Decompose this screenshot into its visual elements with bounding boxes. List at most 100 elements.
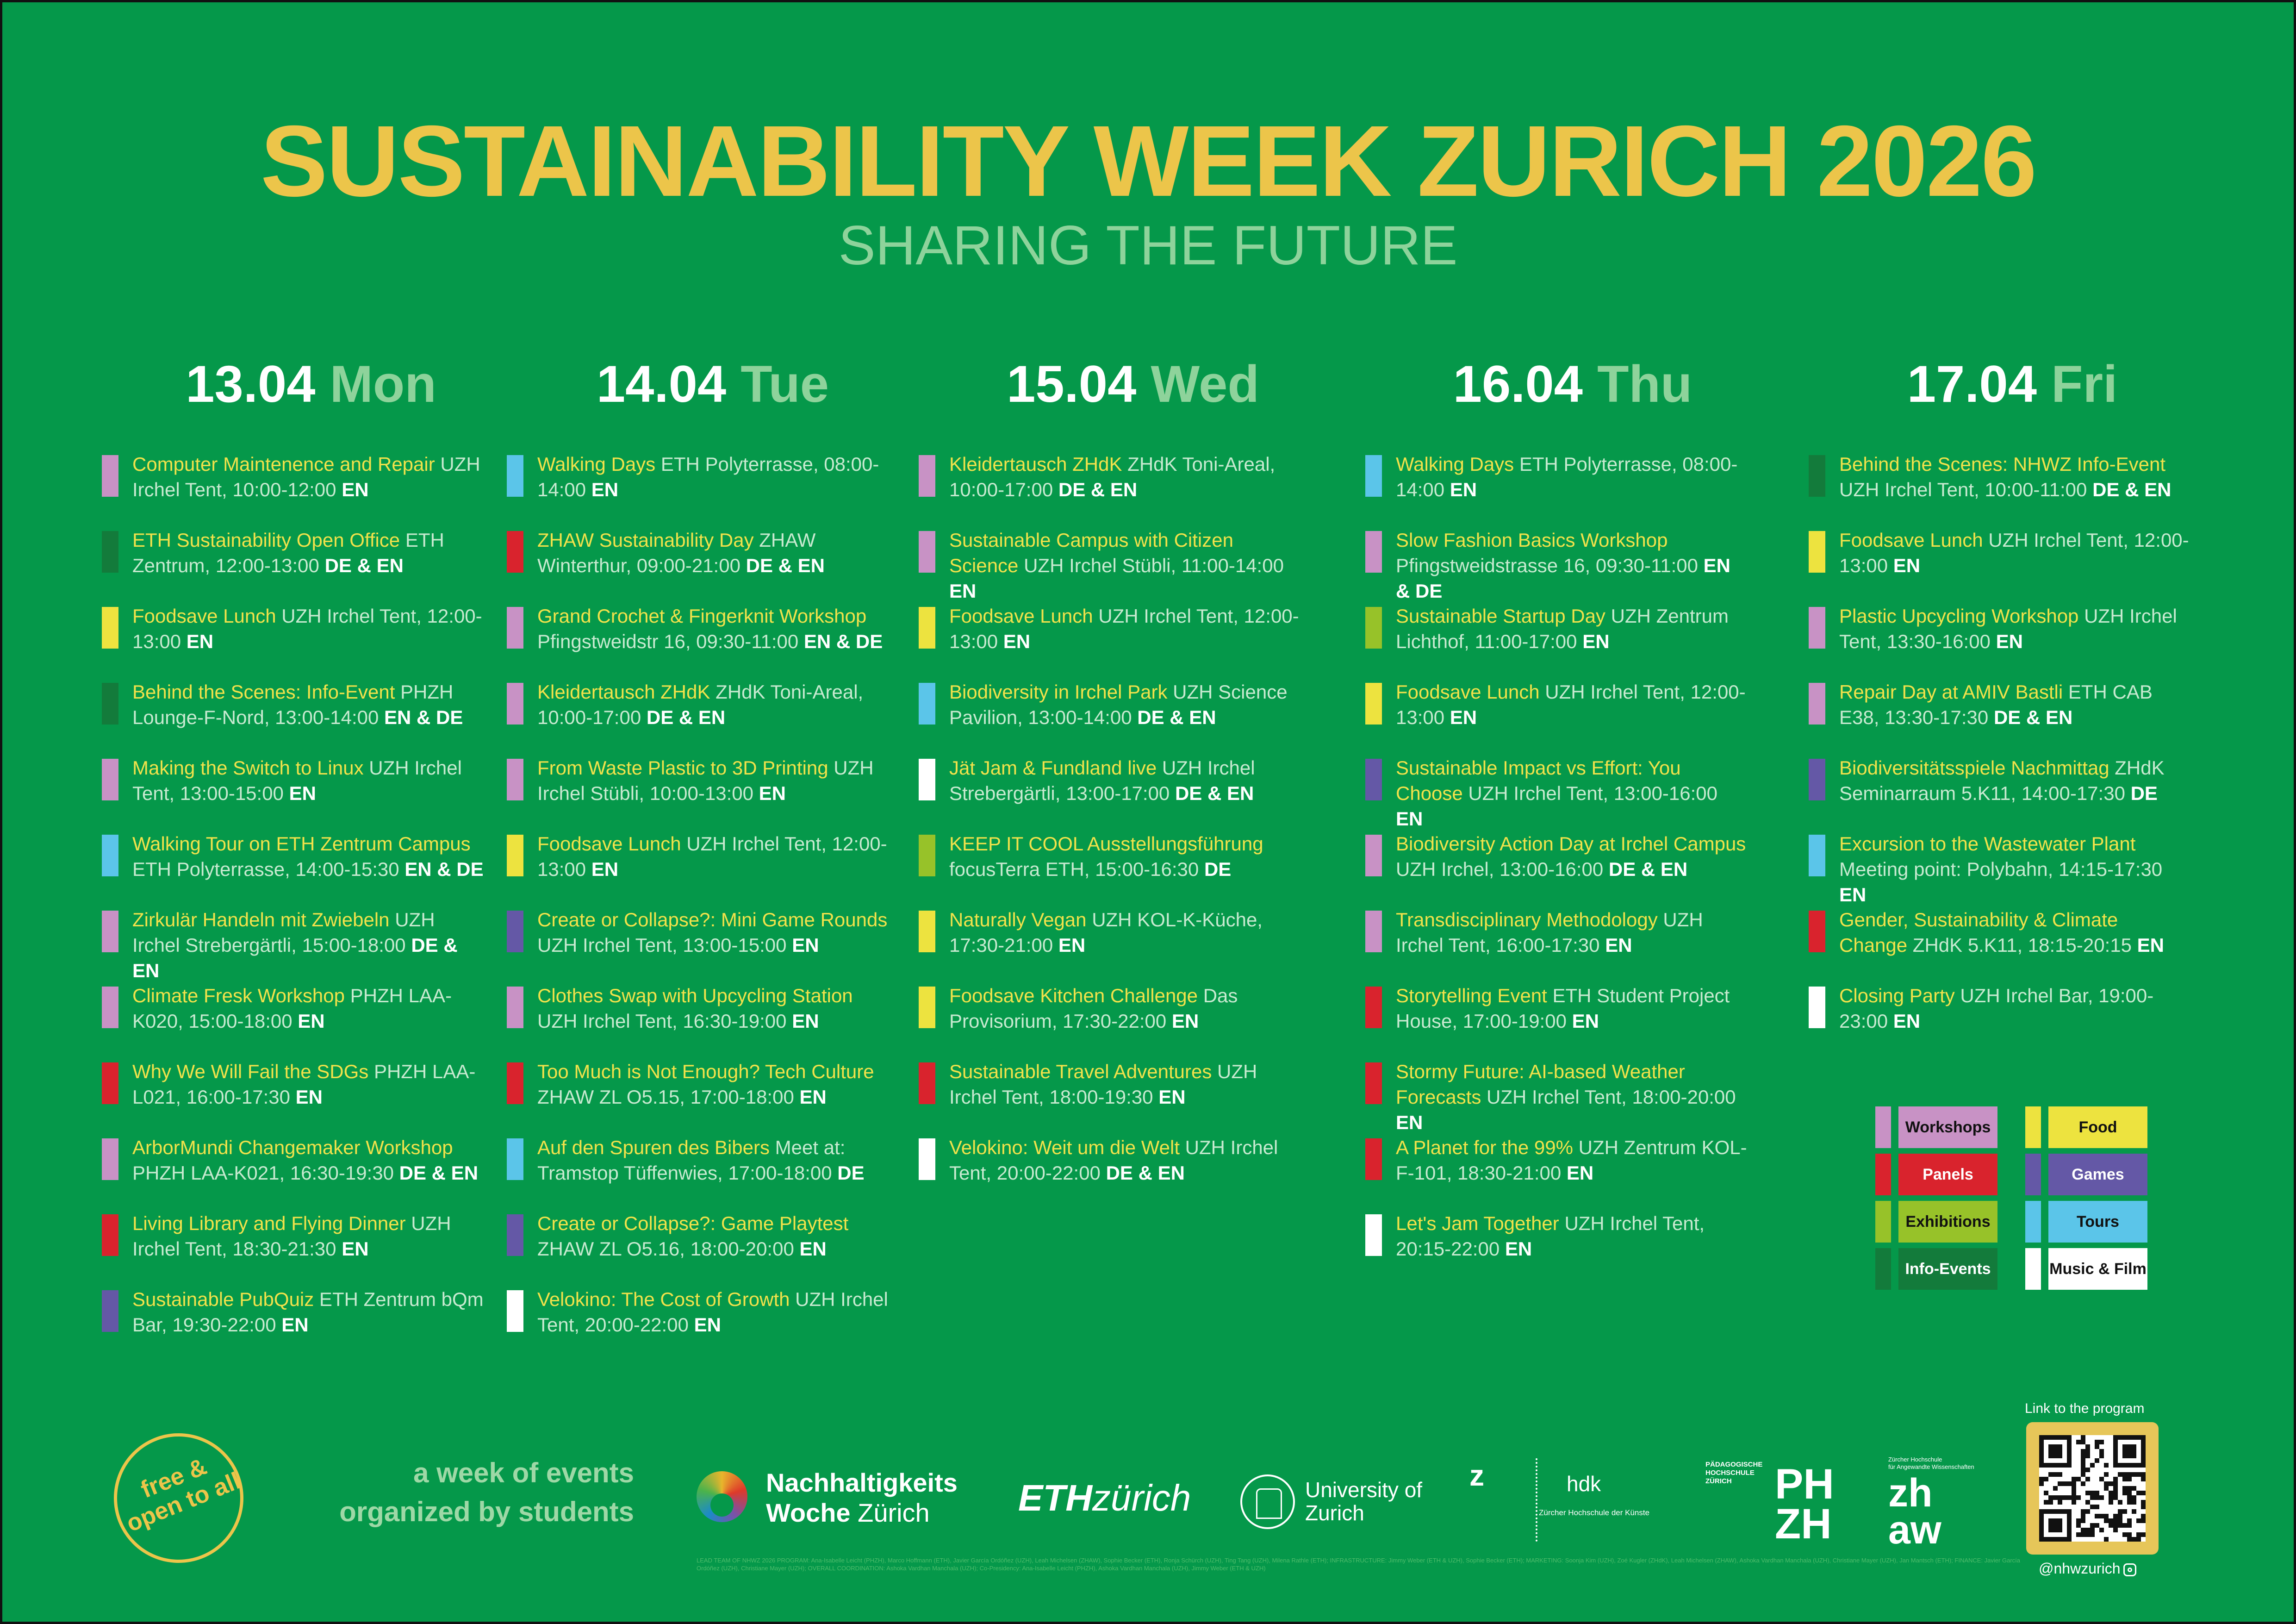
nw-logo-line-1: Nachhaltigkeits <box>766 1468 958 1497</box>
category-swatch <box>1809 683 1825 725</box>
event-text: Storytelling Event ETH Student Project H… <box>1396 983 1748 1034</box>
event-text: Sustainable Travel Adventures UZH Irchel… <box>949 1059 1301 1110</box>
day-heading: 13.04 Mon <box>119 352 503 417</box>
event-details: Pfingstweidstrasse 16, 09:30-11:00 <box>1396 555 1704 576</box>
category-swatch <box>919 911 935 952</box>
event-name: Foodsave Lunch <box>949 605 1093 627</box>
event-name: Closing Party <box>1839 985 1955 1006</box>
event-details: ZHAW Winterthur, 09:00-21:00 <box>537 529 816 576</box>
event-details: PHZH LAA-K020, 15:00-18:00 <box>132 985 452 1032</box>
event-language: EN <box>1058 934 1086 956</box>
event-name: KEEP IT COOL Ausstellungsführung <box>949 833 1263 855</box>
event-details: ZHdK Seminarraum 5.K11, 14:00-17:30 <box>1839 757 2165 804</box>
event-text: Slow Fashion Basics Workshop Pfingstweid… <box>1396 527 1748 604</box>
event-language: EN <box>799 1238 827 1260</box>
uzh-logo-text: University of Zurich <box>1305 1478 1423 1525</box>
event-details: ETH CAB E38, 13:30-17:30 <box>1839 681 2153 728</box>
event-name: Excursion to the Wastewater Plant <box>1839 833 2136 855</box>
eth-zurich-logo: ETHzürich <box>1018 1477 1191 1518</box>
event-language: EN <box>591 858 619 880</box>
category-swatch <box>919 607 935 649</box>
category-swatch <box>507 835 523 876</box>
event-details: Das Provisorium, 17:30-22:00 <box>949 985 1238 1032</box>
event-language: EN & DE <box>384 706 463 728</box>
instagram-handle[interactable]: @nhwzurich <box>2039 1560 2136 1577</box>
event-language: EN <box>792 1010 819 1032</box>
nw-swirl-icon <box>697 1471 747 1522</box>
event-name: Velokino: Weit um die Welt <box>949 1137 1180 1158</box>
phzh-logo: PÄDAGOGISCHE HOCHSCHULE ZÜRICH PH ZH <box>1705 1461 1834 1548</box>
category-swatch <box>1809 607 1825 649</box>
legend-item: Games <box>2025 1154 2164 1195</box>
day-date: 15.04 <box>1007 355 1137 413</box>
category-legend: Workshops Food Panels Games Exhibitions Tours… <box>1875 1106 2162 1292</box>
event-language: EN <box>1566 1162 1594 1184</box>
event-name: Slow Fashion Basics Workshop <box>1396 529 1668 551</box>
category-swatch <box>102 1138 118 1180</box>
event-language: DE <box>837 1162 865 1184</box>
event-name: Sustainable PubQuiz <box>132 1288 314 1310</box>
event-language: EN <box>342 479 369 500</box>
event-details: UZH Irchel Tent, 12:00-13:00 <box>1839 529 2189 576</box>
legend-item: Panels <box>1875 1154 2014 1195</box>
event-language: EN & DE <box>803 631 883 652</box>
event-details: UZH Irchel Tent, 16:00-17:30 <box>1396 909 1703 956</box>
event-language: DE & EN <box>1106 1162 1185 1184</box>
category-swatch <box>1365 835 1382 876</box>
tagline-line-1: a week of events <box>413 1457 634 1488</box>
category-swatch <box>507 683 523 725</box>
category-swatch <box>102 1290 118 1332</box>
event-name: Sustainable Campus with Citizen Science <box>949 529 1233 576</box>
event-language: DE <box>2130 782 2158 804</box>
tagline: a week of events organized by students <box>287 1454 634 1531</box>
page-subtitle: SHARING THE FUTURE <box>838 214 1458 276</box>
event-text: Kleidertausch ZHdK ZHdK Toni-Areal, 10:0… <box>949 451 1301 502</box>
event-name: Clothes Swap with Upcycling Station <box>537 985 853 1006</box>
event-language: DE & EN <box>1137 706 1216 728</box>
event-name: Kleidertausch ZHdK <box>537 681 710 703</box>
event-name: Zirkulär Handeln mit Zwiebeln <box>132 909 390 931</box>
category-swatch <box>507 759 523 800</box>
event-language: DE & EN <box>399 1162 479 1184</box>
event-name: Naturally Vegan <box>949 909 1087 931</box>
category-swatch <box>1809 531 1825 573</box>
event-text: A Planet for the 99% UZH Zentrum KOL-F-1… <box>1396 1135 1748 1186</box>
event-name: Walking Days <box>1396 453 1514 475</box>
event-name: Biodiversity in Irchel Park <box>949 681 1168 703</box>
event-details: Meet at: Tramstop Tüffenwies, 17:00-18:0… <box>537 1137 846 1184</box>
event-language: EN <box>295 1086 323 1108</box>
event-name: Living Library and Flying Dinner <box>132 1212 406 1234</box>
category-swatch <box>102 1214 118 1256</box>
event-details: ZHdK Toni-Areal, 10:00-17:00 <box>537 681 864 728</box>
event-name: Walking Tour on ETH Zentrum Campus <box>132 833 471 855</box>
legend-label: Info-Events <box>1898 1248 1997 1290</box>
category-swatch <box>1809 759 1825 800</box>
event-text: Jät Jam & Fundland live UZH Irchel Streb… <box>949 755 1301 806</box>
event-text: Too Much is Not Enough? Tech Culture ZHA… <box>537 1059 889 1110</box>
event-language: EN <box>1396 1112 1423 1133</box>
legend-label: Workshops <box>1898 1106 1997 1148</box>
event-details: Pfingstweidstr 16, 09:30-11:00 <box>537 631 804 652</box>
event-language: EN & DE <box>1396 555 1730 602</box>
event-details: UZH Irchel Tent, 20:00-22:00 <box>949 1137 1278 1184</box>
event-text: Foodsave Lunch UZH Irchel Tent, 12:00-13… <box>1839 527 2191 578</box>
category-swatch <box>102 1062 118 1104</box>
event-text: Gender, Sustainability & Climate Change … <box>1839 907 2191 958</box>
free-badge: free & open to all <box>114 1433 244 1563</box>
event-name: Sustainable Impact vs Effort: You Choose <box>1396 757 1681 804</box>
event-details: UZH Science Pavilion, 13:00-14:00 <box>949 681 1288 728</box>
program-qr-code[interactable] <box>2026 1422 2159 1555</box>
event-language: EN <box>591 479 619 500</box>
event-text: Foodsave Lunch UZH Irchel Tent, 12:00-13… <box>949 603 1301 654</box>
category-swatch <box>1365 987 1382 1028</box>
event-name: ETH Sustainability Open Office <box>132 529 400 551</box>
event-details: ZHdK Toni-Areal, 10:00-17:00 <box>949 453 1276 500</box>
event-name: Auf den Spuren des Bibers <box>537 1137 770 1158</box>
event-name: Computer Maintenence and Repair <box>132 453 435 475</box>
event-details: UZH KOL-K-Küche, 17:30-21:00 <box>949 909 1263 956</box>
event-details: ETH Polyterrasse, 14:00-15:30 <box>132 858 405 880</box>
event-name: Why We Will Fail the SDGs <box>132 1061 369 1082</box>
event-language: EN <box>1893 555 1921 576</box>
event-details: ZHAW ZL O5.15, 17:00-18:00 <box>537 1086 800 1108</box>
event-name: Create or Collapse?: Mini Game Rounds <box>537 909 888 931</box>
